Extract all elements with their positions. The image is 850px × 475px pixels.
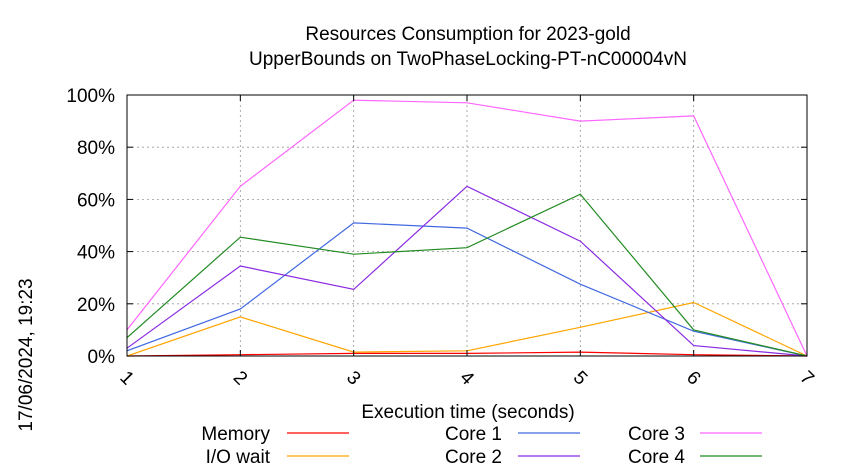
legend-label: Memory <box>201 424 270 445</box>
x-tick-label: 3 <box>342 367 364 389</box>
legend-label: I/O wait <box>206 447 271 468</box>
grid <box>127 95 807 356</box>
legend-label: Core 3 <box>628 424 685 445</box>
y-tick-label: 80% <box>77 138 115 159</box>
chart-title-line2: UpperBounds on TwoPhaseLocking-PT-nC0000… <box>249 49 687 70</box>
x-tick-label: 5 <box>569 367 591 389</box>
x-tick-label: 4 <box>455 367 478 390</box>
x-tick-label: 1 <box>115 367 137 389</box>
series-line-core-3 <box>126 99 808 357</box>
x-axis-label: Execution time (seconds) <box>361 402 574 423</box>
x-tick-label: 6 <box>682 367 704 389</box>
x-tick-label: 7 <box>795 367 817 389</box>
legend-label: Core 1 <box>445 424 502 445</box>
y-tick-label: 20% <box>77 295 115 316</box>
legend-label: Core 4 <box>628 447 685 468</box>
timestamp-label: 17/06/2024, 19:23 <box>16 278 37 431</box>
chart-title-line1: Resources Consumption for 2023-gold <box>305 24 630 45</box>
y-tick-label: 0% <box>88 347 116 368</box>
x-tick-label: 2 <box>229 367 251 389</box>
axis-ticks: 0% 20% 40% 60% 80% 100% 1 2 3 4 5 6 7 <box>66 86 817 390</box>
series-line-core-4 <box>126 193 808 357</box>
series-line-core-1 <box>126 222 808 357</box>
y-tick-label: 100% <box>66 86 115 107</box>
y-tick-label: 40% <box>77 243 115 264</box>
series-line-core-2 <box>126 185 808 357</box>
series-lines <box>126 99 808 357</box>
y-tick-label: 60% <box>77 190 115 211</box>
legend-label: Core 2 <box>445 447 502 468</box>
